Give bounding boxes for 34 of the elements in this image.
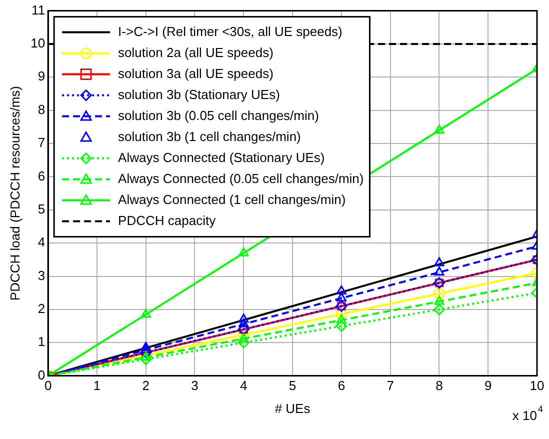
y-tick-label: 6: [38, 168, 46, 184]
legend-label: solution 3b (1 cell changes/min): [118, 128, 301, 144]
x-tick-label: 2: [142, 378, 150, 394]
y-tick-label: 11: [32, 2, 46, 18]
x-tick-label: 10: [530, 378, 544, 394]
x-axis-title: # UEs: [274, 400, 311, 416]
y-tick-label: 7: [38, 135, 46, 150]
legend-label: solution 3b (Stationary UEs): [118, 86, 280, 102]
x-tick-label: 5: [288, 378, 296, 394]
legend-label: I->C->I (Rel timer <30s, all UE speeds): [118, 24, 342, 39]
legend-label: solution 2a (all UE speeds): [118, 44, 274, 60]
x-tick-label: 4: [240, 378, 248, 394]
x-tick-label: 6: [338, 378, 346, 394]
y-tick-label: 10: [30, 36, 46, 51]
legend-label: solution 3b (0.05 cell changes/min): [118, 108, 319, 123]
y-axis-title: PDCCH load (PDCCH resources/ms): [7, 86, 22, 301]
legend-label: Always Connected (1 cell changes/min): [118, 192, 346, 207]
y-tick-label: 4: [38, 234, 46, 250]
x-tick-label: 9: [484, 378, 492, 394]
y-tick-label: 3: [38, 268, 46, 283]
y-tick-label: 2: [38, 301, 46, 316]
x-tick-label: 1: [93, 378, 101, 394]
x-tick-label: 7: [386, 378, 394, 394]
y-tick-label: 1: [38, 334, 46, 350]
y-tick-label: 0: [38, 367, 46, 382]
legend-label: solution 3a (all UE speeds): [118, 66, 274, 81]
x-tick-label: 8: [436, 378, 443, 394]
y-tick-label: 5: [38, 201, 46, 216]
y-tick-label: 8: [38, 102, 46, 117]
x-tick-label: 3: [191, 378, 198, 394]
legend-label: PDCCH capacity: [118, 212, 216, 228]
legend-label: Always Connected (0.05 cell changes/min): [118, 170, 364, 186]
y-tick-label: 9: [38, 68, 46, 84]
legend-label: Always Connected (Stationary UEs): [118, 150, 325, 165]
